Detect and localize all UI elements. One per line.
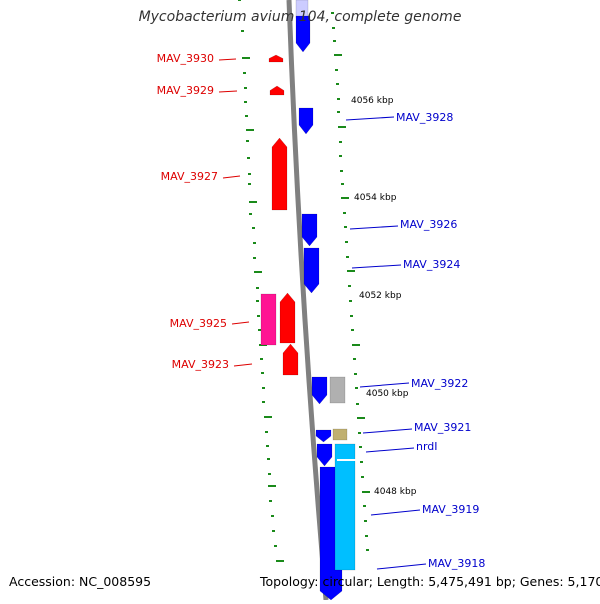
tick-marks-right xyxy=(331,12,370,551)
gene-arrow-mav-3921 xyxy=(315,429,332,443)
genome-backbone xyxy=(286,0,329,601)
gene-label-mav-3922-leader xyxy=(359,382,410,388)
gene-arrow-nrdi xyxy=(316,443,333,467)
feature-cyan xyxy=(334,443,356,571)
gene-arrow-mav-3929 xyxy=(269,85,285,96)
gene-label-mav-3919-leader xyxy=(370,509,421,516)
topology-text: Topology: circular; Length: 5,475,491 bp… xyxy=(260,574,600,589)
gene-label-mav-3923-leader xyxy=(233,363,253,367)
gene-arrow-mav-3925 xyxy=(279,292,296,344)
gene-arrow-mav-3927 xyxy=(271,137,288,211)
gene-label-mav-3929-leader xyxy=(218,90,238,93)
gene-label-mav-3926-leader xyxy=(349,225,399,230)
backbone-line xyxy=(286,0,329,601)
gene-label-nrdi-leader xyxy=(365,447,415,453)
kbp-label-4052: 4052 kbp xyxy=(359,291,402,301)
gene-label-mav-3926: MAV_3926 xyxy=(400,218,457,231)
gene-label-mav-3919: MAV_3919 xyxy=(422,503,479,516)
gene-arrow-mav-3922 xyxy=(311,376,328,405)
kbp-scale-labels: 4056 kbp 4054 kbp 4052 kbp 4050 kbp 4048 kbp xyxy=(351,96,417,497)
gene-label-nrdi: nrdI xyxy=(416,440,438,453)
gene-label-mav-3924: MAV_3924 xyxy=(403,258,460,271)
accession-text: Accession: NC_008595 xyxy=(9,574,152,589)
gene-label-mav-3925-leader xyxy=(231,321,250,325)
gene-label-mav-3918: MAV_3918 xyxy=(428,557,485,570)
kbp-label-4056: 4056 kbp xyxy=(351,96,394,106)
genome-title: Mycobacterium avium 104, complete genome xyxy=(138,9,462,25)
gene-label-mav-3923: MAV_3923 xyxy=(172,358,229,371)
gene-arrow-mav-3926 xyxy=(301,213,318,247)
label-leader-lines xyxy=(218,58,427,570)
gene-label-mav-3930: MAV_3930 xyxy=(157,52,214,65)
kbp-label-4048: 4048 kbp xyxy=(374,487,417,497)
gene-arrow-top xyxy=(295,15,311,53)
gene-label-mav-3921: MAV_3921 xyxy=(414,421,471,434)
gene-labels: MAV_3930 MAV_3929 MAV_3927 MAV_3925 MAV_3923… xyxy=(157,52,486,570)
gene-label-mav-3929: MAV_3929 xyxy=(157,84,214,97)
feature-pink xyxy=(260,293,277,346)
gene-label-mav-3921-leader xyxy=(362,428,413,434)
gene-arrow-mav-3923 xyxy=(282,343,299,376)
gene-label-mav-3930-leader xyxy=(218,58,237,61)
gene-features xyxy=(260,0,362,601)
kbp-label-4054: 4054 kbp xyxy=(354,193,397,203)
gene-arrow-mav-3928 xyxy=(298,107,314,135)
gene-label-mav-3927-leader xyxy=(222,175,241,179)
gene-label-mav-3927: MAV_3927 xyxy=(161,170,218,183)
gene-label-mav-3922: MAV_3922 xyxy=(411,377,468,390)
tick-marks-left xyxy=(238,0,284,562)
gene-label-mav-3918-leader xyxy=(376,563,427,570)
gene-label-mav-3928-leader xyxy=(345,116,395,121)
gene-label-mav-3924-leader xyxy=(351,264,402,269)
kbp-label-4050: 4050 kbp xyxy=(366,389,409,399)
gene-label-mav-3925: MAV_3925 xyxy=(170,317,227,330)
feature-grey xyxy=(329,376,346,404)
gene-arrow-mav-3930 xyxy=(268,54,284,63)
gene-arrow-mav-3924 xyxy=(303,247,320,294)
feature-tan xyxy=(332,428,348,441)
gene-label-mav-3928: MAV_3928 xyxy=(396,111,453,124)
